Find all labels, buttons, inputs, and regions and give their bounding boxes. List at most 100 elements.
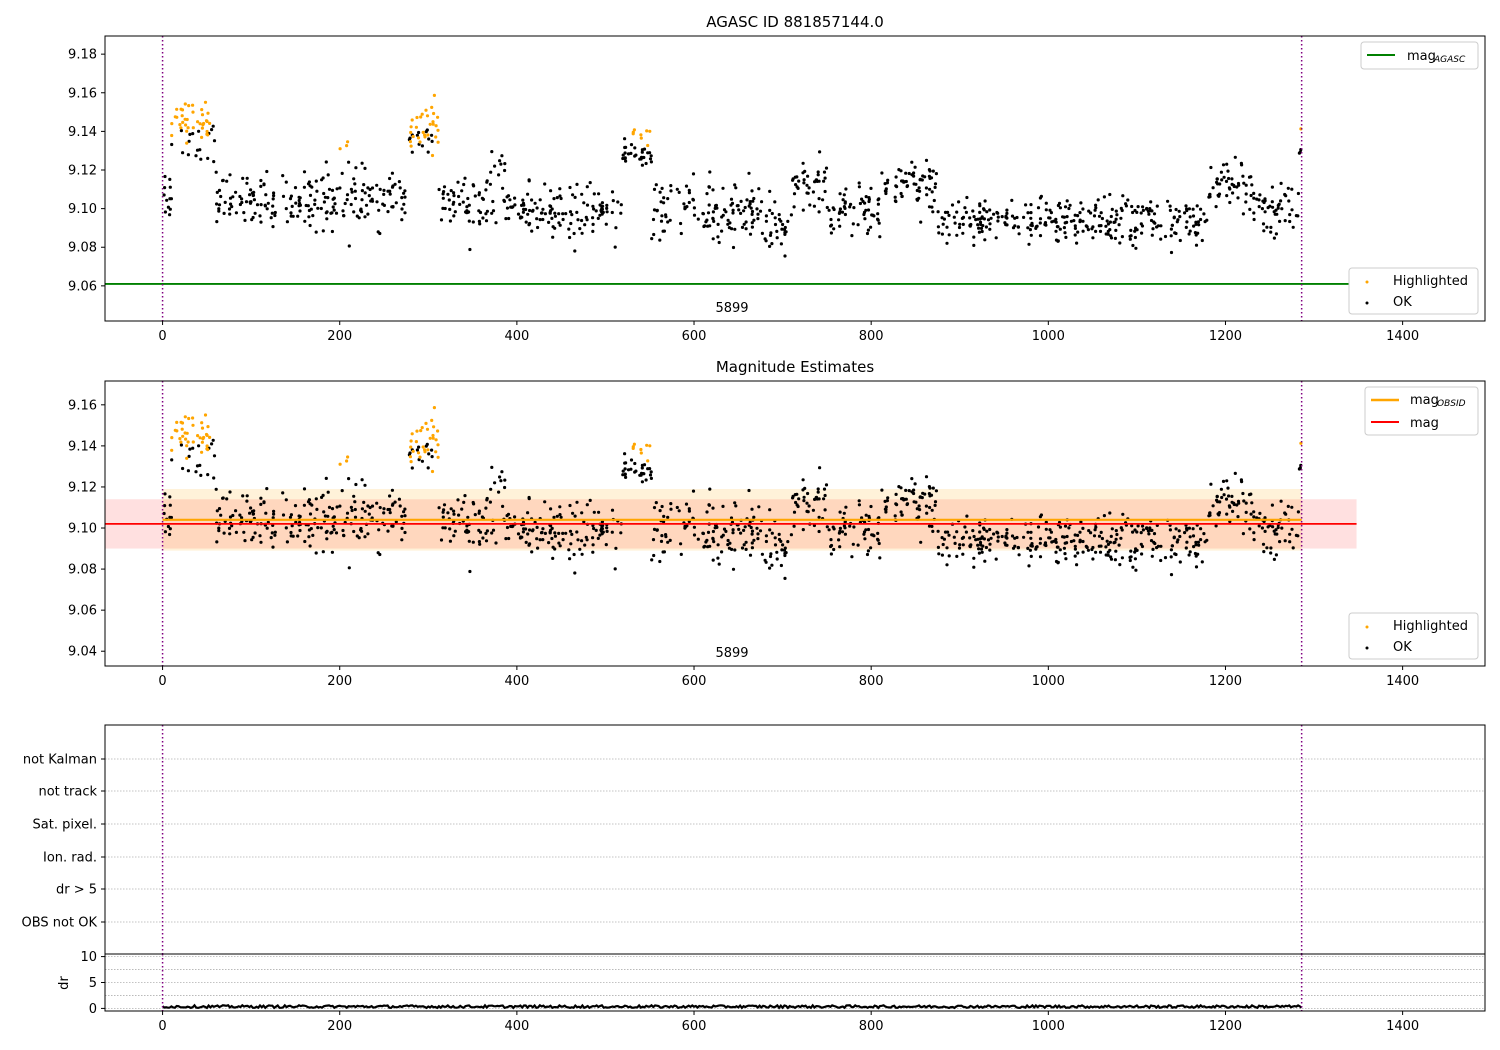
ok-point [362, 500, 366, 504]
ok-point [325, 537, 329, 541]
ok-point [684, 184, 689, 188]
ok-point [840, 530, 845, 534]
ok-point [691, 489, 696, 493]
ok-point [307, 535, 311, 539]
ok-point [769, 231, 773, 235]
ok-point [770, 563, 774, 567]
highlighted-point [178, 123, 182, 127]
ok-point [599, 210, 604, 214]
ok-point [666, 540, 670, 544]
ok-point [910, 477, 914, 481]
ok-point [652, 553, 656, 558]
ok-point [541, 207, 545, 211]
ok-point [1139, 211, 1143, 215]
ok-point [980, 216, 984, 220]
ok-point [821, 198, 825, 202]
ok-point [679, 552, 683, 557]
ok-point [877, 516, 881, 520]
ok-point [977, 226, 981, 230]
ok-point [297, 198, 301, 203]
ok-point [557, 221, 561, 225]
ok-point [1048, 216, 1052, 220]
ok-point [452, 534, 456, 538]
ok-point [1099, 530, 1103, 535]
ok-point [706, 530, 711, 535]
ok-point [302, 487, 307, 491]
ok-point [995, 210, 999, 215]
ok-point [402, 202, 406, 206]
ok-point [955, 233, 959, 237]
ok-point [1131, 243, 1135, 248]
ok-point [685, 205, 689, 209]
ok-point [1115, 213, 1119, 217]
ok-point [228, 212, 232, 216]
ok-point [366, 186, 370, 190]
highlighted-point [181, 434, 185, 438]
ok-point [543, 500, 547, 504]
ok-point [1086, 228, 1090, 232]
highlighted-point [432, 111, 436, 116]
ok-point [592, 192, 596, 196]
ok-point [917, 186, 921, 190]
magnitude-estimates-panel: Magnitude Estimates 5899 0 200 400 600 800 10… [68, 358, 1486, 689]
ok-point [212, 160, 216, 164]
ok-point [1274, 553, 1278, 557]
ok-point [481, 216, 485, 220]
ok-point [744, 547, 748, 552]
ok-point [711, 237, 715, 241]
ok-point [662, 550, 667, 554]
x-tick-label: 0 [158, 674, 166, 689]
ok-point [675, 187, 679, 191]
ok-point [841, 198, 845, 202]
ok-point [743, 205, 747, 210]
ok-point [863, 537, 867, 541]
ok-point [869, 546, 873, 550]
highlighted-point [436, 140, 440, 144]
ok-point [1153, 221, 1157, 225]
ok-point [326, 196, 330, 200]
ok-point [1026, 530, 1030, 534]
ok-point [1056, 225, 1060, 229]
ok-point [931, 529, 935, 534]
ok-point [573, 571, 577, 575]
ok-point [269, 536, 273, 540]
ok-point [531, 528, 535, 532]
ok-point [1169, 250, 1174, 255]
ok-point [829, 552, 834, 556]
ok-point [1211, 186, 1215, 190]
ok-point [1124, 204, 1128, 208]
ok-point [524, 220, 528, 224]
ok-point [400, 218, 404, 222]
ok-point [535, 217, 539, 221]
highlighted-point [175, 107, 179, 111]
ok-point [430, 455, 434, 459]
ok-point [976, 543, 980, 547]
ok-point [1131, 565, 1135, 569]
ok-point [570, 532, 574, 537]
ok-point [1048, 528, 1052, 532]
ok-point [1024, 203, 1028, 207]
ok-point [273, 213, 277, 218]
ok-point [181, 466, 185, 471]
ok-point [744, 220, 748, 224]
ok-point [499, 479, 503, 483]
ok-point [1109, 557, 1114, 561]
ok-point [1094, 525, 1098, 529]
ok-point [284, 526, 288, 530]
ok-point [449, 507, 453, 511]
ok-point [1188, 229, 1192, 233]
ok-point [225, 497, 229, 501]
ok-point [1062, 546, 1066, 550]
ok-point [572, 552, 576, 557]
ok-point [1155, 225, 1159, 229]
ok-point [241, 176, 245, 180]
ok-point [1097, 224, 1101, 228]
ok-point [558, 223, 562, 227]
agasc-markers-layer [161, 36, 1303, 321]
ok-point [876, 538, 880, 542]
ok-point [764, 219, 769, 223]
ok-point [490, 531, 494, 535]
ok-point [1135, 548, 1139, 553]
ok-point [264, 511, 268, 515]
